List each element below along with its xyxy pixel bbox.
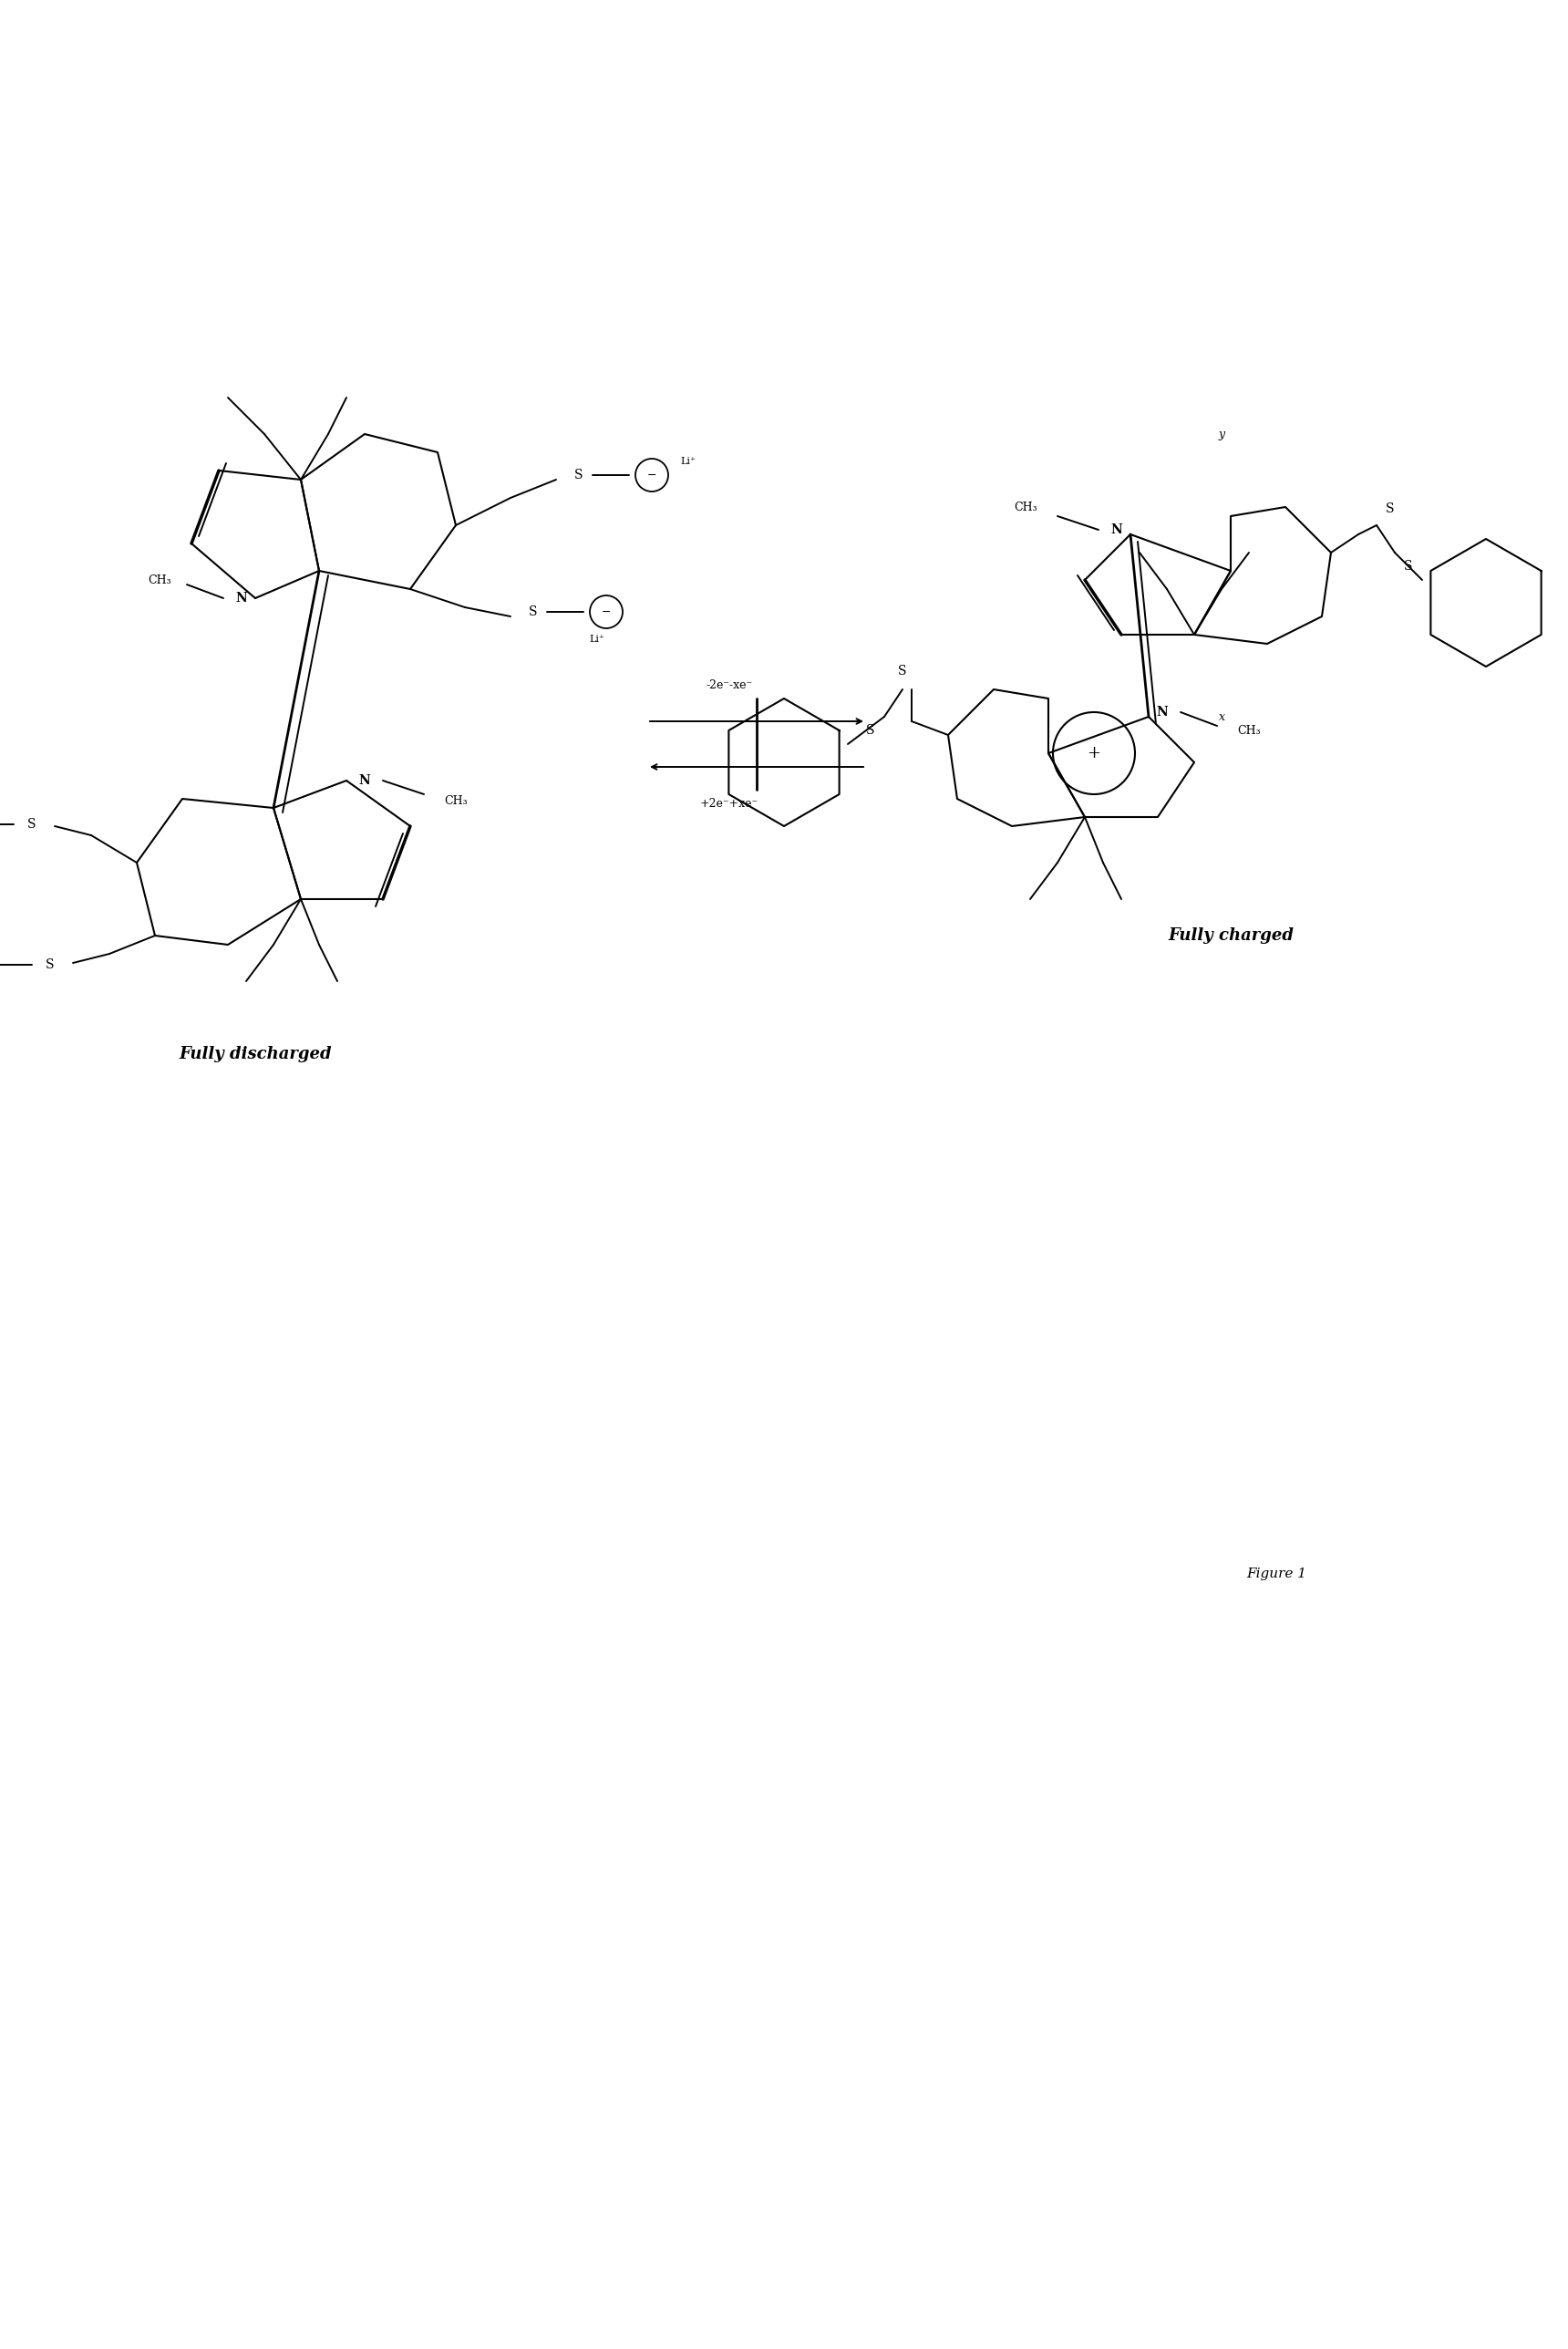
Text: CH₃: CH₃ bbox=[147, 573, 171, 585]
Text: S: S bbox=[528, 606, 538, 618]
Text: N: N bbox=[359, 775, 370, 787]
Text: S: S bbox=[28, 817, 36, 832]
Text: CH₃: CH₃ bbox=[444, 794, 467, 806]
Text: Fully charged: Fully charged bbox=[1168, 928, 1294, 944]
Text: −: − bbox=[602, 606, 612, 618]
Text: Li⁺: Li⁺ bbox=[681, 456, 696, 465]
Text: +: + bbox=[1087, 745, 1101, 761]
Text: S: S bbox=[574, 470, 583, 482]
Text: S: S bbox=[1386, 503, 1394, 514]
Text: x: x bbox=[1218, 712, 1225, 723]
Text: S: S bbox=[1403, 559, 1413, 573]
Text: CH₃: CH₃ bbox=[1014, 500, 1038, 512]
Text: +2e⁻+xe⁻: +2e⁻+xe⁻ bbox=[699, 796, 759, 810]
Text: -2e⁻-xe⁻: -2e⁻-xe⁻ bbox=[706, 679, 753, 691]
Text: S: S bbox=[866, 723, 875, 738]
Text: −: − bbox=[648, 470, 657, 482]
Text: Fully discharged: Fully discharged bbox=[179, 1045, 332, 1062]
Text: N: N bbox=[235, 592, 248, 604]
Text: N: N bbox=[1112, 524, 1123, 536]
Text: Li⁺: Li⁺ bbox=[590, 634, 605, 644]
Text: y: y bbox=[1218, 428, 1225, 439]
Text: S: S bbox=[898, 665, 906, 677]
Text: N: N bbox=[1157, 705, 1168, 719]
Text: Figure 1: Figure 1 bbox=[1247, 1567, 1306, 1581]
Text: S: S bbox=[45, 958, 55, 970]
Text: CH₃: CH₃ bbox=[1237, 723, 1261, 735]
